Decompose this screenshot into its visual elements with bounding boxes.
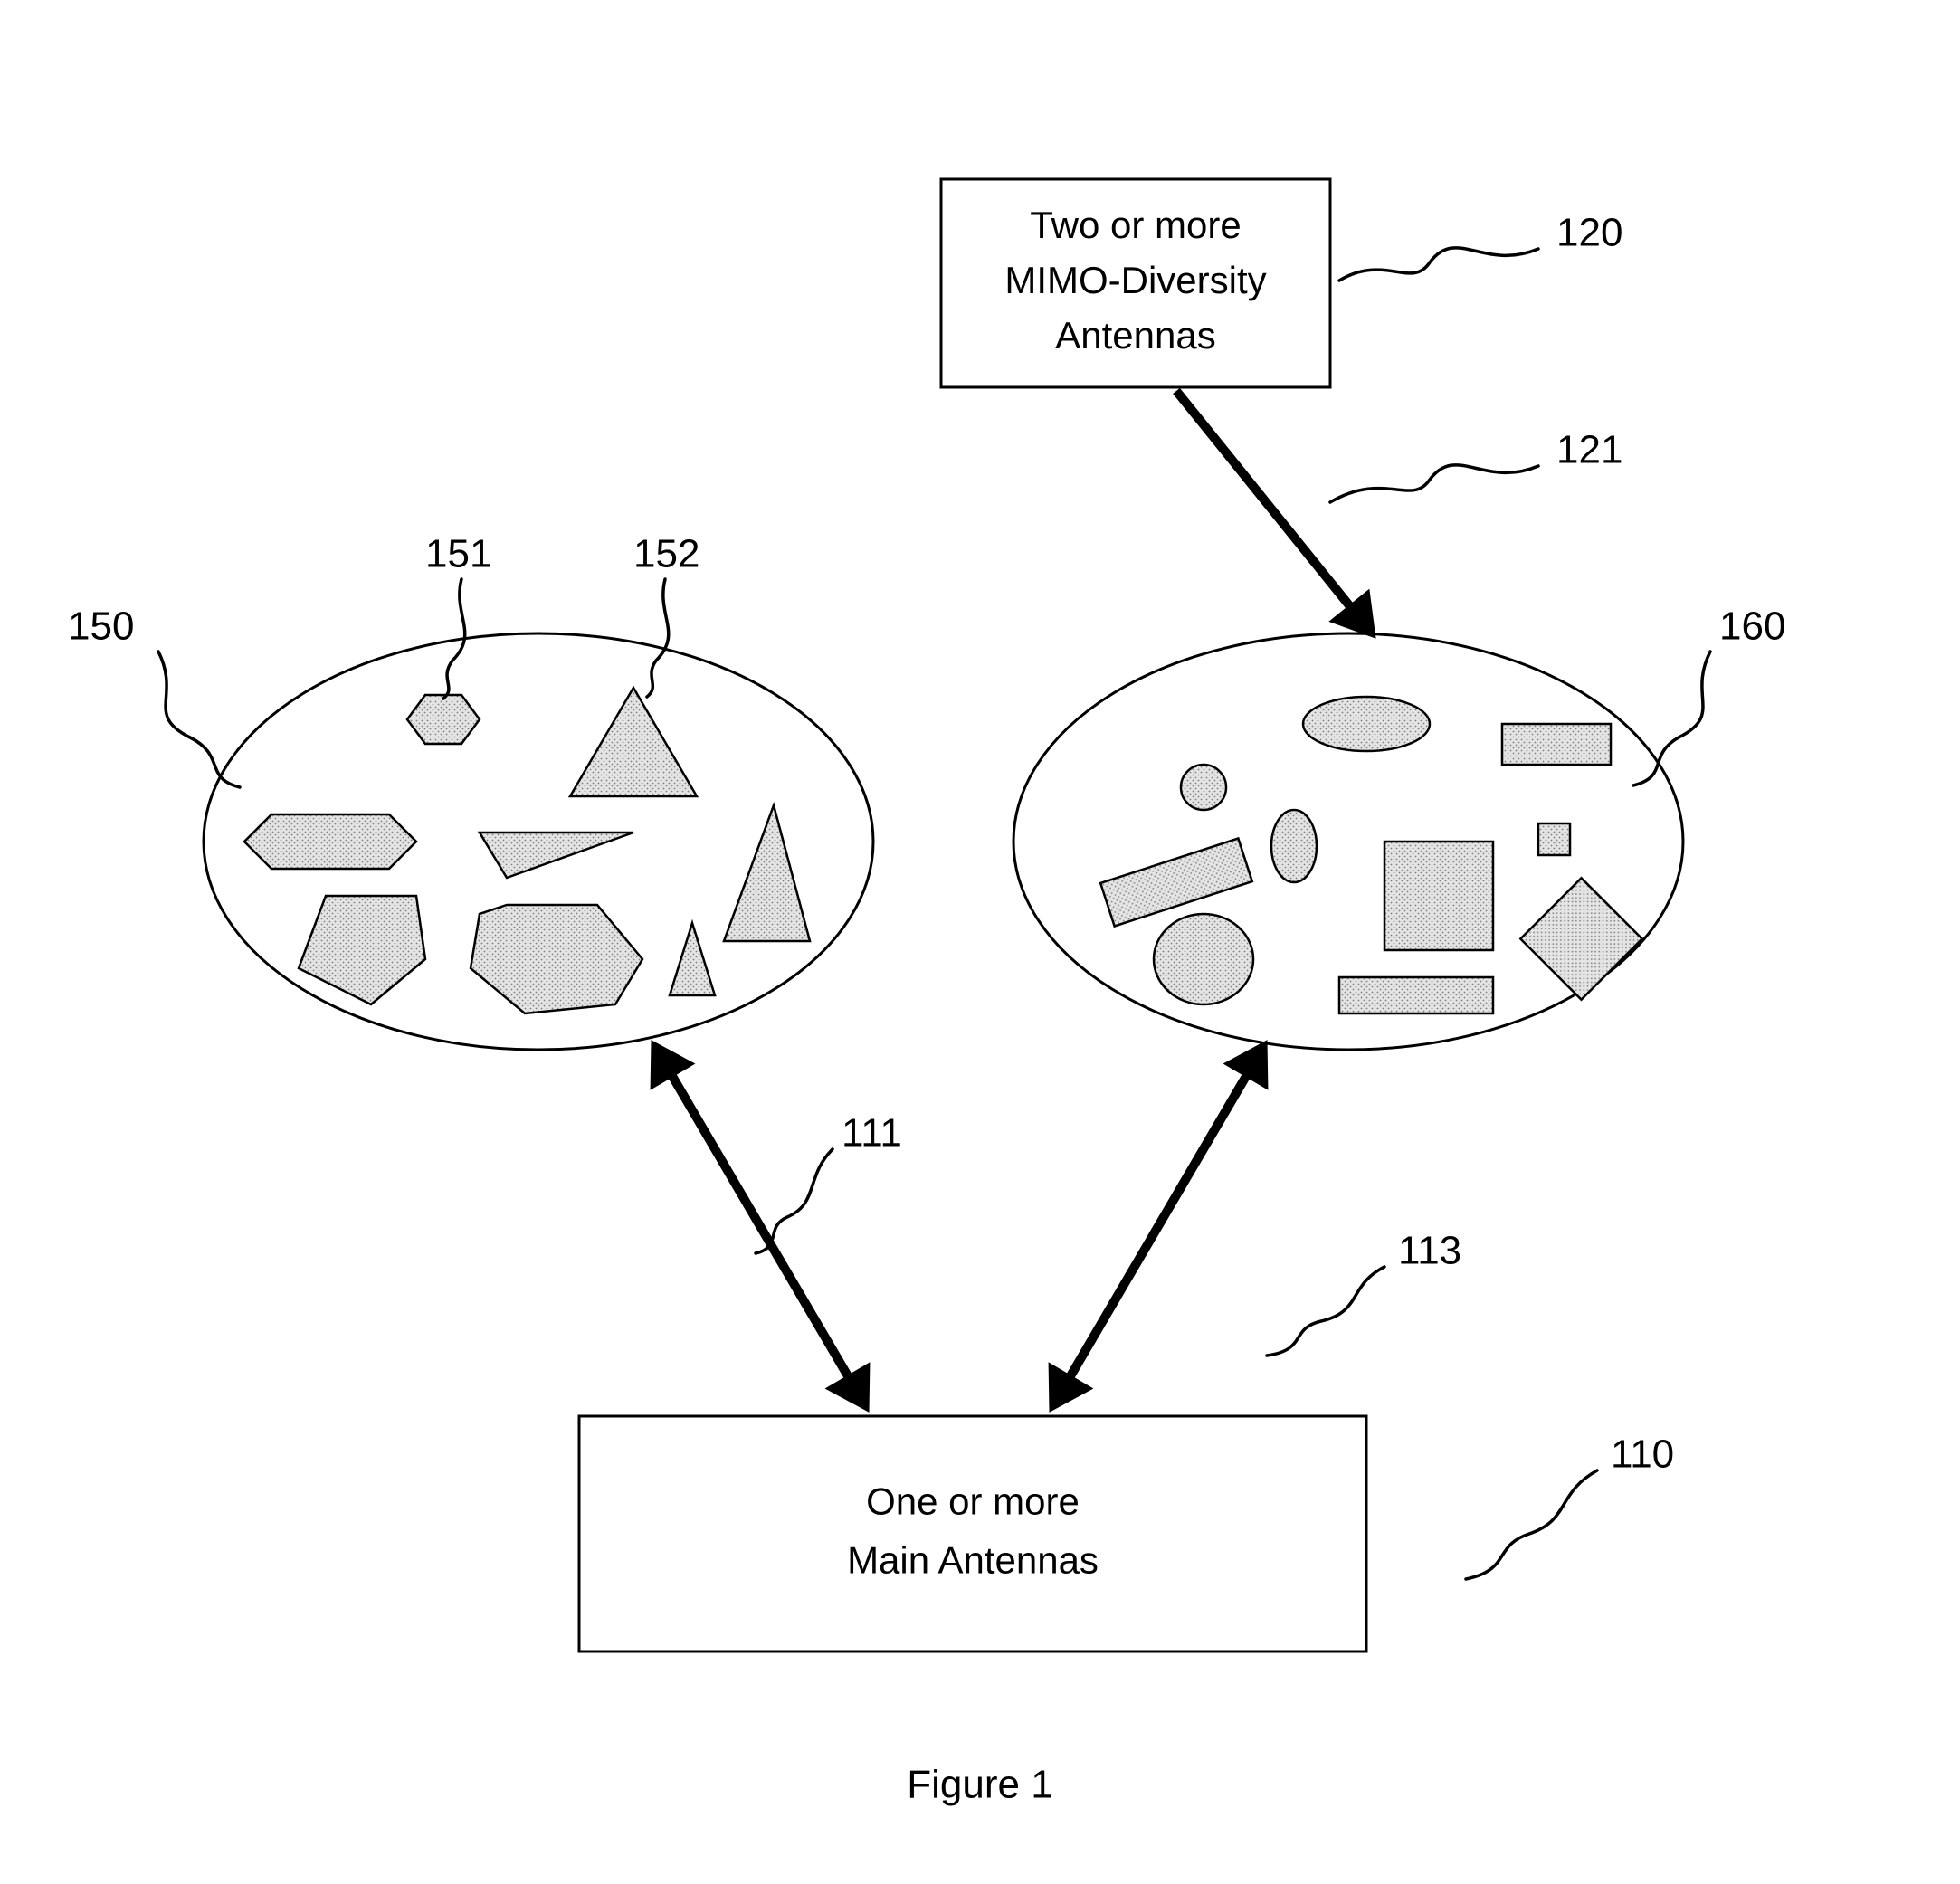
svg-text:150: 150 bbox=[68, 604, 134, 649]
svg-text:111: 111 bbox=[842, 1111, 902, 1156]
svg-text:110: 110 bbox=[1611, 1432, 1674, 1477]
figure-1-diagram: Two or more MIMO-Diversity Antennas One or … bbox=[0, 0, 1960, 1884]
svg-text:Figure 1: Figure 1 bbox=[907, 1763, 1052, 1807]
svg-text:160: 160 bbox=[1719, 604, 1785, 649]
svg-text:Main Antennas: Main Antennas bbox=[847, 1539, 1099, 1582]
svg-text:Two or more: Two or more bbox=[1030, 204, 1241, 246]
svg-text:Antennas: Antennas bbox=[1055, 314, 1215, 357]
svg-text:121: 121 bbox=[1556, 428, 1622, 472]
svg-text:One or more: One or more bbox=[866, 1480, 1080, 1523]
svg-text:120: 120 bbox=[1556, 211, 1622, 255]
svg-text:113: 113 bbox=[1398, 1229, 1461, 1273]
svg-text:151: 151 bbox=[425, 532, 491, 576]
svg-text:MIMO-Diversity: MIMO-Diversity bbox=[1004, 259, 1266, 301]
svg-text:152: 152 bbox=[633, 532, 699, 576]
